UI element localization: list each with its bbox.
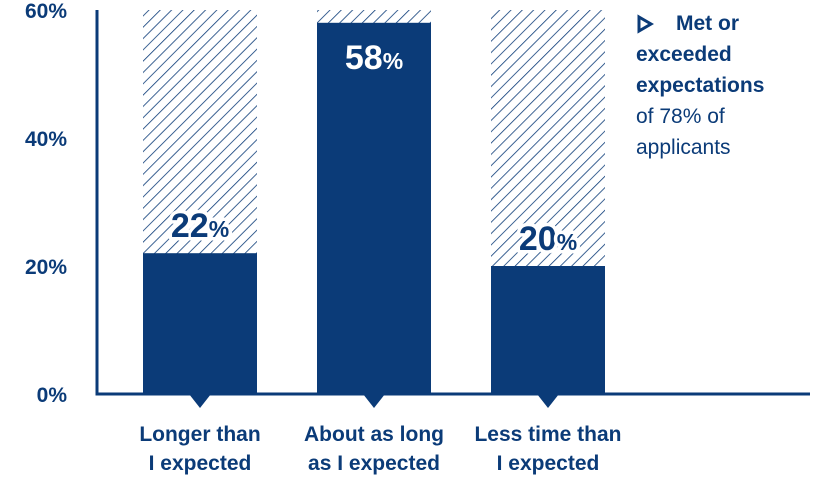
bar	[143, 253, 257, 394]
x-category-label: About as long	[304, 423, 444, 446]
bar	[491, 266, 605, 394]
data-label: 20%	[519, 220, 577, 258]
y-tick-label: 20%	[25, 256, 67, 279]
y-tick-label: 40%	[25, 128, 67, 151]
y-tick-label: 0%	[37, 384, 68, 407]
bar	[317, 22, 431, 395]
legend-line-1: Met or	[676, 12, 739, 35]
legend-line-2: exceeded	[636, 43, 732, 66]
bar-pointer	[537, 394, 559, 408]
x-category-label: I expected	[497, 452, 600, 475]
triangle-right-outline-icon	[637, 14, 654, 34]
bar-pointer	[363, 394, 385, 408]
legend-line-4: of 78% of	[636, 105, 725, 128]
legend-line-3: expectations	[636, 74, 765, 97]
x-category-label: I expected	[149, 452, 252, 475]
legend: Met or exceeded expectations of 78% of a…	[636, 8, 831, 163]
y-tick-label: 60%	[25, 0, 67, 23]
bar-pointer	[189, 394, 211, 408]
data-label: 22%	[171, 207, 229, 245]
data-label: 58%	[345, 39, 403, 77]
x-category-label: Less time than	[474, 423, 621, 446]
legend-line-5: applicants	[636, 136, 731, 159]
x-category-label: as I expected	[308, 452, 440, 475]
x-category-label: Longer than	[139, 423, 260, 446]
